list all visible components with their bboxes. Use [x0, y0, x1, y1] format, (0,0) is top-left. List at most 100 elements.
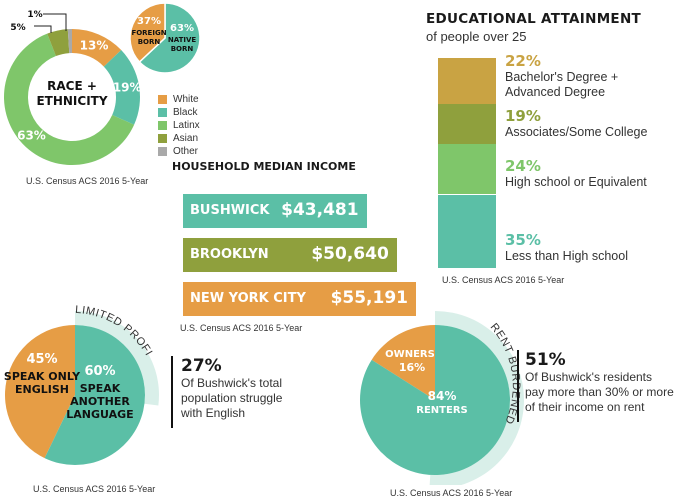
race-value-label-other: 1%	[27, 10, 42, 20]
legend-item-white: White	[158, 93, 200, 106]
language-label-speak-only-english: ENGLISH	[15, 383, 69, 396]
education-category: Bachelor's Degree +	[505, 70, 619, 85]
nativity-label-foreign-born: BORN	[138, 38, 161, 46]
english-stat-value: 27%	[181, 356, 222, 376]
race-source: U.S. Census ACS 2016 5-Year	[26, 176, 149, 186]
language-value-speak-only-english: 45%	[26, 352, 57, 367]
race-value-label-white: 13%	[80, 39, 109, 53]
race-donut-chart: RACE + ETHNICITY 13% 19% 63% 5%1%	[3, 10, 142, 165]
english-stat-line: population struggle	[181, 391, 283, 405]
income-bar-label: BROOKLYN	[190, 247, 269, 262]
income-bar-brooklyn: BROOKLYN $50,640	[183, 238, 397, 272]
income-bar-chart: BUSHWICK $43,481 BROOKLYN $50,640 NEW YORK C…	[183, 194, 423, 319]
rent-stat-value: 51%	[525, 350, 566, 370]
education-label-associates-some-college: 19% Associates/Some College	[505, 104, 675, 144]
education-category: Advanced Degree	[505, 85, 606, 100]
education-value: 24%	[505, 157, 541, 176]
education-value: 35%	[505, 231, 541, 249]
income-source: U.S. Census ACS 2016 5-Year	[180, 323, 303, 333]
housing-slice-renters	[360, 325, 510, 475]
language-slice-speak-another-language	[44, 325, 145, 465]
education-segment-bachelor-s-degree-advanced-degree	[438, 58, 496, 105]
housing-slice-owners	[371, 325, 435, 400]
race-slice-black	[103, 50, 140, 125]
education-stacked-bar	[438, 58, 496, 268]
race-slice-asian	[47, 29, 70, 57]
race-title-line2: ETHNICITY	[36, 94, 107, 108]
nativity-value-foreign-born: 37%	[137, 16, 161, 27]
education-source: U.S. Census ACS 2016 5-Year	[442, 275, 565, 285]
race-legend: White Black Latinx Asian Other	[158, 93, 200, 158]
nativity-label-native-born: NATIVE	[168, 36, 197, 44]
education-category: Less than High school	[505, 249, 628, 263]
legend-swatch	[158, 147, 167, 156]
rent-stat-line: pay more than 30% or more	[525, 385, 674, 399]
legend-swatch	[158, 121, 167, 130]
leader-line	[34, 25, 52, 33]
race-slice-other	[67, 29, 72, 54]
education-labels: 22% Bachelor's Degree + Advanced Degree 19%…	[505, 52, 675, 269]
education-segment-associates-some-college	[438, 104, 496, 145]
legend-item-asian: Asian	[158, 132, 200, 145]
education-value: 19%	[505, 107, 541, 126]
race-value-label-latinx: 63%	[17, 129, 46, 143]
legend-swatch	[158, 134, 167, 143]
nativity-label-native-born: BORN	[171, 45, 194, 53]
nativity-slice-native-born	[138, 2, 201, 74]
housing-source: U.S. Census ACS 2016 5-Year	[390, 488, 513, 498]
income-title: HOUSEHOLD MEDIAN INCOME	[172, 160, 356, 173]
legend-label: Black	[173, 107, 198, 118]
rent-burdened-ring	[429, 311, 524, 485]
race-title-line1: RACE +	[47, 79, 97, 93]
leader-line	[43, 13, 67, 31]
education-segment-less-than-high-school	[438, 194, 496, 268]
housing-label-renters: RENTERS	[416, 405, 467, 416]
language-value-speak-another-language: 60%	[84, 364, 115, 379]
language-label-speak-another-language: SPEAK	[80, 382, 121, 395]
english-stat-line: with English	[181, 406, 246, 420]
legend-item-black: Black	[158, 106, 200, 119]
divider-line	[171, 356, 173, 428]
education-category: Associates/Some College	[505, 125, 648, 140]
language-slice-speak-only-english	[5, 325, 76, 459]
rent-stat-line: Of Bushwick's residents	[525, 370, 653, 384]
income-bar-value: $50,640	[311, 244, 389, 264]
nativity-value-native-born: 63%	[170, 23, 194, 34]
race-value-label-black: 19%	[113, 80, 142, 94]
legend-label: Latinx	[173, 120, 200, 131]
housing-value-owners: 16%	[399, 361, 425, 374]
language-label-speak-only-english: SPEAK ONLY	[4, 370, 81, 383]
race-slice-latinx	[3, 33, 135, 165]
legend-item-other: Other	[158, 145, 200, 158]
education-subtitle: of people over 25	[426, 29, 527, 44]
limited-proficiency-ring	[75, 311, 159, 406]
language-pie-chart: LIMITED PROFICIENCY 45%SPEAK ONLYENGLISH…	[0, 300, 159, 465]
legend-swatch	[158, 95, 167, 104]
divider-line	[517, 350, 519, 422]
education-label-less-than-high-school: 35% Less than High school	[505, 195, 675, 269]
rent-stat-line: of their income on rent	[525, 400, 645, 414]
income-bar-bushwick: BUSHWICK $43,481	[183, 194, 367, 228]
income-bar-value: $43,481	[281, 200, 359, 220]
income-bar-new-york-city: NEW YORK CITY $55,191	[183, 282, 416, 316]
legend-swatch	[158, 108, 167, 117]
income-bar-label: BUSHWICK	[190, 203, 270, 218]
education-label-bachelor-s-degree-advanced-degree: 22% Bachelor's Degree + Advanced Degree	[505, 52, 675, 104]
housing-value-renters: 84%	[428, 389, 457, 403]
education-label-high-school-or-equivalent: 24% High school or Equivalent	[505, 144, 675, 194]
legend-label: White	[173, 94, 199, 105]
race-slice-white	[72, 29, 122, 67]
legend-label: Asian	[173, 133, 199, 144]
language-label-speak-another-language: ANOTHER	[70, 395, 130, 408]
income-bar-value: $55,191	[330, 288, 408, 308]
race-value-label-asian: 5%	[10, 23, 25, 33]
housing-label-owners: OWNERS	[385, 349, 435, 360]
english-stat-line: Of Bushwick's total	[181, 376, 282, 390]
nativity-slice-foreign-born	[129, 2, 166, 64]
language-source: U.S. Census ACS 2016 5-Year	[33, 484, 156, 494]
education-value: 22%	[505, 52, 541, 71]
education-segment-high-school-or-equivalent	[438, 144, 496, 195]
nativity-label-foreign-born: FOREIGN	[131, 29, 166, 37]
